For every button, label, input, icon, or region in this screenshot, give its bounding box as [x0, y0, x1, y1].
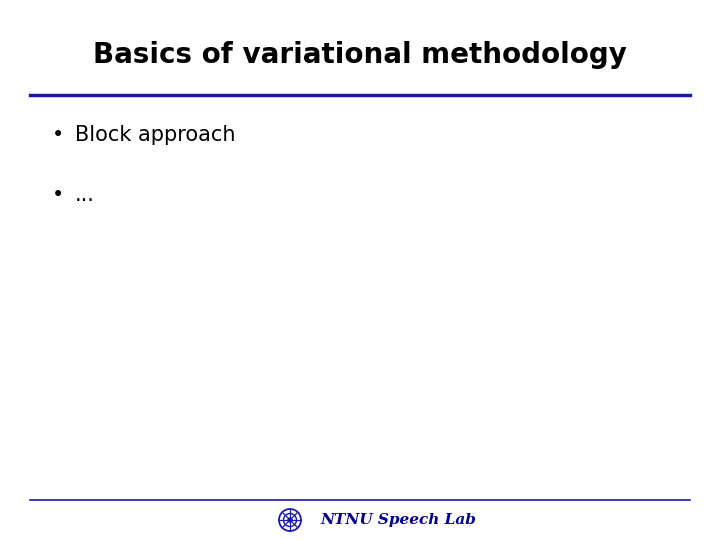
- Text: •: •: [52, 125, 64, 145]
- Text: •: •: [52, 185, 64, 205]
- Text: Basics of variational methodology: Basics of variational methodology: [93, 41, 627, 69]
- Text: NTNU Speech Lab: NTNU Speech Lab: [320, 513, 476, 527]
- Text: ...: ...: [75, 185, 95, 205]
- Text: Block approach: Block approach: [75, 125, 235, 145]
- Circle shape: [288, 518, 292, 522]
